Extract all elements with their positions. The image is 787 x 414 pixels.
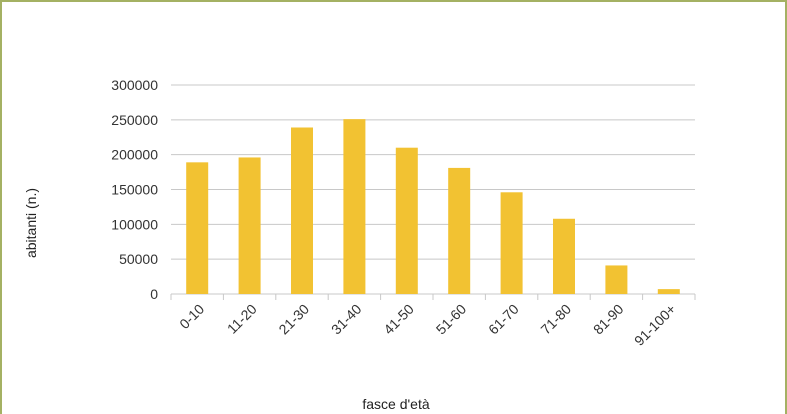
bar-51-60 [448,167,471,294]
x-axis-ticks [170,294,696,300]
x-tick-label: 11-20 [224,301,260,337]
bar-81-90 [605,265,628,294]
x-axis-tick-labels: 0-10 11-20 21-30 31-40 41-50 51-60 61-70 71-80 8… [176,301,679,349]
bar-11-20 [238,157,261,294]
y-tick-label: 0 [150,286,158,302]
x-axis-title: fasce d'età [362,396,429,412]
x-tick-label: 31-40 [328,301,365,338]
y-tick-label: 150000 [111,182,158,198]
y-tick-label: 50000 [119,251,158,267]
bar-61-70 [500,192,523,294]
x-tick-label: 0-10 [176,301,207,332]
bar-91-100+ [657,289,680,294]
x-tick-label: 81-90 [590,301,627,338]
x-tick-label: 91-100+ [631,301,679,349]
x-tick-label: 51-60 [433,301,470,338]
bars [186,119,680,295]
y-tick-label: 250000 [111,112,158,128]
y-tick-label: 200000 [111,147,158,163]
y-tick-label: 300000 [111,77,158,93]
y-axis-tick-labels: 0 50000 100000 150000 200000 250000 300000 [111,77,158,302]
bar-21-30 [291,127,313,294]
bar-0-10 [186,162,209,294]
bar-41-50 [395,147,418,294]
x-tick-label: 61-70 [485,301,522,338]
x-tick-label: 21-30 [275,301,312,338]
x-tick-label: 41-50 [380,301,417,338]
x-tick-label: 71-80 [537,301,574,338]
y-tick-label: 100000 [111,216,158,232]
bar-71-80 [553,218,575,294]
bar-31-40 [343,119,366,295]
y-axis-title: abitanti (n.) [23,188,39,258]
